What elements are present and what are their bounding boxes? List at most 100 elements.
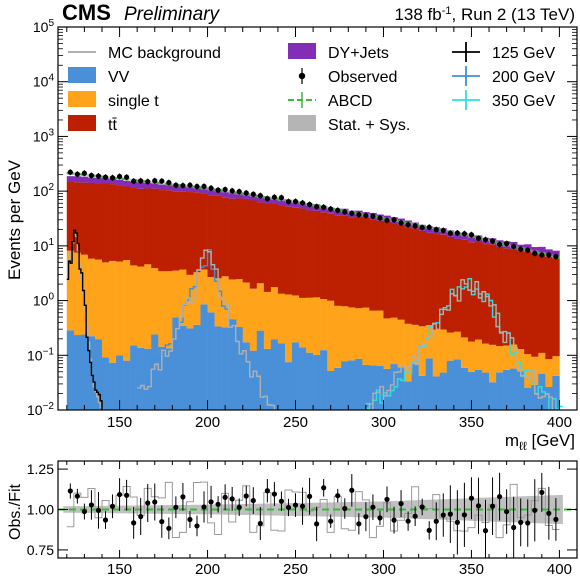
vv-bar bbox=[481, 372, 490, 410]
legend-item: Stat. + Sys. bbox=[288, 115, 410, 134]
y-tick-base: 10 bbox=[27, 347, 43, 363]
ttbar-bar bbox=[87, 182, 96, 259]
single-t-bar bbox=[383, 318, 391, 369]
y-tick-base: 10 bbox=[27, 402, 43, 418]
vv-bar bbox=[158, 346, 166, 410]
ttbar-bar bbox=[94, 183, 103, 260]
ratio-point bbox=[496, 494, 503, 500]
ratio-x-axis: 150 200 250 300 350 400 bbox=[66, 461, 578, 576]
legend-swatch bbox=[298, 72, 306, 80]
ratio-point bbox=[180, 494, 186, 500]
observed-point bbox=[201, 183, 207, 189]
y-tick-label: 10−1 bbox=[27, 346, 54, 363]
observed-point bbox=[405, 222, 411, 228]
ratio-point bbox=[124, 492, 130, 498]
single-t-bar bbox=[510, 344, 518, 369]
ttbar-bar bbox=[306, 210, 314, 298]
observed-point bbox=[88, 172, 95, 179]
single-t-bar bbox=[291, 295, 300, 343]
legend-item: Observed bbox=[298, 68, 397, 86]
dy-jets-bar bbox=[242, 193, 251, 199]
ratio-point bbox=[299, 503, 306, 509]
ratio-point bbox=[489, 503, 496, 509]
dy-jets-bar bbox=[87, 177, 96, 183]
observed-point bbox=[159, 178, 165, 184]
ttbar-bar bbox=[277, 205, 286, 294]
vv-bar bbox=[355, 358, 363, 410]
vv-bar bbox=[397, 367, 405, 410]
observed-point bbox=[363, 213, 369, 219]
ratio-point bbox=[349, 487, 355, 493]
observed-point bbox=[384, 217, 390, 223]
single-t-bar bbox=[151, 268, 159, 335]
vv-bar bbox=[404, 381, 412, 410]
ttbar-bar bbox=[284, 206, 293, 295]
dy-jets-bar bbox=[538, 246, 546, 254]
dy-jets-bar bbox=[137, 182, 145, 189]
ttbar-bar bbox=[186, 192, 194, 275]
dy-jets-bar bbox=[256, 195, 265, 203]
single-t-bar bbox=[467, 341, 476, 372]
ratio-point bbox=[116, 491, 123, 498]
vv-bar bbox=[313, 354, 321, 410]
ttbar-bar bbox=[348, 217, 356, 308]
ttbar-bar bbox=[235, 198, 244, 280]
observed-point bbox=[370, 213, 376, 219]
ttbar-bar bbox=[291, 207, 300, 296]
observed-point bbox=[278, 195, 285, 201]
ratio-point bbox=[187, 516, 193, 523]
vv-bar bbox=[320, 350, 328, 410]
y-tick-base: 10 bbox=[33, 183, 49, 199]
single-t-bar bbox=[313, 297, 321, 355]
vv-bar bbox=[489, 382, 497, 410]
observed-point bbox=[511, 243, 517, 250]
observed-point bbox=[496, 241, 503, 247]
main-frame bbox=[57, 26, 578, 411]
ratio-point bbox=[405, 518, 411, 524]
vv-bar bbox=[291, 342, 300, 410]
dy-jets-bar bbox=[80, 176, 89, 183]
observed-point bbox=[257, 193, 263, 199]
observed-point bbox=[67, 169, 73, 175]
vv-bar bbox=[80, 334, 89, 410]
observed-point bbox=[482, 237, 489, 243]
dy-jets-bar bbox=[221, 191, 229, 198]
y-tick-exponent: 0 bbox=[48, 292, 54, 303]
single-t-bar bbox=[425, 325, 434, 359]
ratio-y-tick-label: 1.00 bbox=[27, 502, 54, 518]
observed-point bbox=[335, 207, 341, 213]
ttbar-bar bbox=[411, 228, 419, 325]
single-t-bar bbox=[207, 277, 215, 313]
vv-bar bbox=[510, 368, 518, 410]
observed-points bbox=[67, 169, 559, 260]
y-tick-label: 10−2 bbox=[27, 401, 54, 418]
single-t-bar bbox=[474, 339, 483, 370]
ratio-point bbox=[81, 508, 87, 515]
vv-bar bbox=[270, 339, 279, 410]
legend-label: Observed bbox=[328, 69, 397, 86]
single-t-bar bbox=[545, 359, 553, 387]
observed-point bbox=[525, 247, 531, 253]
ratio-point bbox=[468, 495, 475, 501]
legend-label: MC background bbox=[108, 45, 221, 62]
single-t-bar bbox=[123, 260, 131, 361]
vv-bar bbox=[306, 352, 314, 410]
ratio-point bbox=[539, 489, 545, 496]
vv-bar bbox=[327, 370, 335, 410]
vv-bar bbox=[439, 372, 448, 410]
vv-bar bbox=[369, 365, 377, 410]
single-t-bar bbox=[496, 346, 504, 373]
observed-point bbox=[518, 246, 524, 252]
ratio-plot: 0.75 1.00 1.25 150 200 250 300 350 400 Obs./Fit bbox=[7, 460, 578, 576]
dy-jets-bar bbox=[130, 181, 138, 189]
vv-bar bbox=[474, 369, 483, 410]
ratio-point bbox=[511, 524, 517, 531]
ratio-x-tick-label: 350 bbox=[459, 561, 484, 576]
ttbar-bar bbox=[439, 234, 448, 330]
signal-125-line bbox=[66, 229, 103, 410]
observed-point bbox=[131, 178, 137, 184]
vv-bar bbox=[460, 367, 469, 410]
ttbar-bar bbox=[214, 195, 222, 279]
y-tick-base: 10 bbox=[33, 19, 49, 35]
ttbar-bar bbox=[249, 200, 258, 289]
